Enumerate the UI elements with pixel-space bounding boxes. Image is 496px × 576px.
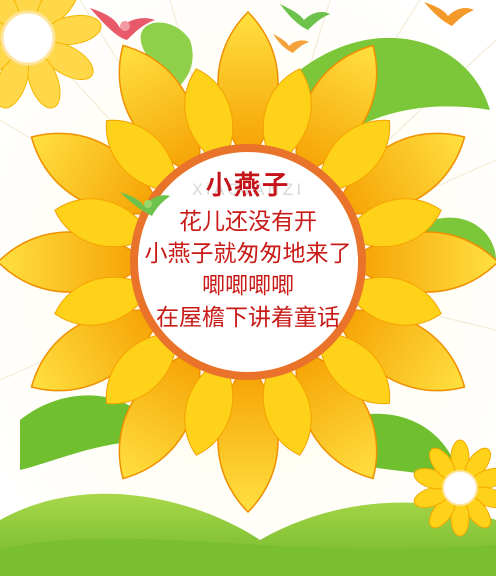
swallow-icon — [120, 192, 170, 216]
swallow-icon — [90, 8, 155, 40]
poem-line: 小燕子就匆匆地来了 — [144, 241, 352, 267]
poem-block: 小燕子 花儿还没有开 小燕子就匆匆地来了 唧唧唧唧 在屋檐下讲着童话 — [128, 165, 368, 334]
swallow-icon — [280, 4, 330, 30]
sunflower-icon — [0, 10, 496, 514]
poem-title: 小燕子 — [205, 171, 290, 201]
small-sunflower-icon — [413, 439, 496, 537]
poem-line: 在屋檐下讲着童话 — [156, 305, 340, 331]
small-sunflower-icon — [0, 0, 102, 109]
swallow-icon — [424, 2, 474, 26]
poem-line: 唧唧唧唧 — [202, 273, 294, 299]
watermark: XIAOYANZI — [191, 180, 305, 199]
swallow-icon — [273, 34, 309, 53]
hill-shapes — [0, 493, 496, 576]
poem-line: 花儿还没有开 — [179, 209, 317, 235]
center-disc — [138, 152, 358, 372]
